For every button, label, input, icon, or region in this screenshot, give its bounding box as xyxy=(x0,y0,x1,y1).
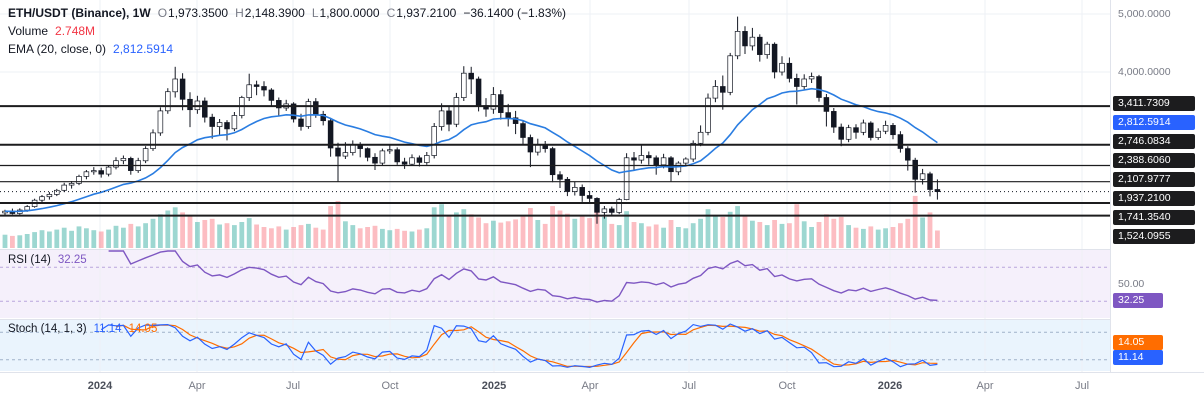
time-axis-label: Apr xyxy=(188,380,206,392)
volume-label: Volume xyxy=(8,24,49,38)
volume-value: 2.748M xyxy=(55,24,96,38)
ohlc-open: O 1,973.3500 xyxy=(157,6,229,20)
axis-label-level: 1,741.3540 xyxy=(1113,209,1195,225)
time-axis-label: Jul xyxy=(1074,380,1090,392)
stoch-k-value: 11.14 xyxy=(93,323,122,335)
rsi-label: RSI (14) xyxy=(8,254,51,266)
rsi-value: 32.25 xyxy=(57,254,87,266)
ohlc-close: C 1,937.2100 xyxy=(386,6,457,20)
axis-label-stoch_k: 11.14 xyxy=(1113,349,1163,365)
time-axis-label: Jul xyxy=(681,380,697,392)
ema-line[interactable] xyxy=(4,87,938,213)
ohlc-high: H 2,148.3900 xyxy=(235,6,305,20)
time-axis-label: Jul xyxy=(285,380,301,392)
symbol-title: ETH/USDT (Binance), 1W xyxy=(8,6,151,20)
stoch-k-line xyxy=(100,323,938,369)
price-axis[interactable]: 5,000.0000 4,000.0000 3,411.7309 2,812.5914… xyxy=(1110,0,1204,372)
axis-label-level: 2,746.0834 xyxy=(1113,133,1195,149)
time-axis-label: 2024 xyxy=(87,380,113,392)
time-axis-label: Oct xyxy=(381,380,399,392)
rsi-legend[interactable]: RSI (14) 32.25 xyxy=(8,254,87,266)
stoch-d-value: 14.05 xyxy=(128,323,158,335)
time-axis-label: Apr xyxy=(581,380,599,392)
rsi-line xyxy=(108,250,938,303)
gridlines xyxy=(0,0,1110,372)
stoch-legend[interactable]: Stoch (14, 1, 3) 11.14 14.05 xyxy=(8,323,157,335)
axis-label-level: 3,411.7309 xyxy=(1113,95,1195,111)
axis-label-level: 2,388.6060 xyxy=(1113,152,1195,168)
symbol-legend[interactable]: ETH/USDT (Binance), 1W O 1,973.3500 H 2,14… xyxy=(8,6,566,20)
volume-bars xyxy=(2,195,940,248)
change-value: −36.1400 (−1.83%) xyxy=(463,6,567,20)
axis-label-level: 2,107.9777 xyxy=(1113,171,1195,187)
ema-legend[interactable]: EMA (20, close, 0) 2,812.5914 xyxy=(8,42,173,56)
axis-label-rsi: 32.25 xyxy=(1113,292,1163,308)
axis-label-plain: 4,000.0000 xyxy=(1118,65,1171,78)
ema-value: 2,812.5914 xyxy=(113,42,174,56)
ohlc-low: L 1,800.0000 xyxy=(311,6,380,20)
rsi-pane-bg xyxy=(0,250,1110,318)
time-axis-label: 2025 xyxy=(481,380,507,392)
axis-label-level: 1,937.2100 xyxy=(1113,190,1195,206)
time-axis-label: Apr xyxy=(976,380,994,392)
stoch-label: Stoch (14, 1, 3) xyxy=(8,323,87,335)
axis-label-ema: 2,812.5914 xyxy=(1113,114,1195,130)
axis-label-level: 1,524.0955 xyxy=(1113,228,1195,244)
axis-label-plain: 5,000.0000 xyxy=(1118,7,1171,20)
stoch-pane-bg xyxy=(0,320,1110,371)
stoch-d-line xyxy=(115,324,938,368)
ema-label: EMA (20, close, 0) xyxy=(8,42,107,56)
time-axis-label: Oct xyxy=(778,380,796,392)
volume-legend[interactable]: Volume 2.748M xyxy=(8,24,95,38)
time-axis[interactable]: 2024 Apr Jul Oct 2025 Apr Jul Oct 2026 Apr Jul xyxy=(0,372,1204,400)
axis-label-plain: 50.00 xyxy=(1118,277,1145,290)
axis-label-stoch_d: 14.05 xyxy=(1113,334,1163,350)
time-axis-label: 2026 xyxy=(877,380,903,392)
